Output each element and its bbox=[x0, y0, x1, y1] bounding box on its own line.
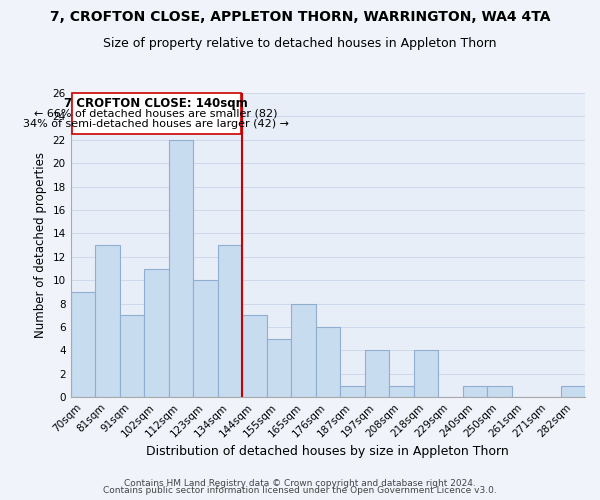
Text: 34% of semi-detached houses are larger (42) →: 34% of semi-detached houses are larger (… bbox=[23, 118, 289, 128]
Bar bbox=[365, 350, 389, 397]
Text: 7, CROFTON CLOSE, APPLETON THORN, WARRINGTON, WA4 4TA: 7, CROFTON CLOSE, APPLETON THORN, WARRIN… bbox=[50, 10, 550, 24]
Bar bbox=[560, 386, 585, 397]
Bar bbox=[340, 386, 365, 397]
Bar bbox=[242, 316, 266, 397]
Text: Contains HM Land Registry data © Crown copyright and database right 2024.: Contains HM Land Registry data © Crown c… bbox=[124, 478, 476, 488]
Bar bbox=[71, 292, 95, 397]
Bar bbox=[193, 280, 218, 397]
Text: ← 66% of detached houses are smaller (82): ← 66% of detached houses are smaller (82… bbox=[35, 108, 278, 118]
Text: Contains public sector information licensed under the Open Government Licence v3: Contains public sector information licen… bbox=[103, 486, 497, 495]
Bar bbox=[316, 327, 340, 397]
Text: 7 CROFTON CLOSE: 140sqm: 7 CROFTON CLOSE: 140sqm bbox=[64, 96, 248, 110]
X-axis label: Distribution of detached houses by size in Appleton Thorn: Distribution of detached houses by size … bbox=[146, 444, 509, 458]
Bar bbox=[95, 245, 119, 397]
Bar bbox=[144, 268, 169, 397]
Text: Size of property relative to detached houses in Appleton Thorn: Size of property relative to detached ho… bbox=[103, 38, 497, 51]
Bar bbox=[487, 386, 511, 397]
Bar bbox=[413, 350, 438, 397]
Bar bbox=[119, 316, 144, 397]
Bar bbox=[389, 386, 413, 397]
Bar bbox=[291, 304, 316, 397]
Bar bbox=[169, 140, 193, 397]
Bar bbox=[266, 338, 291, 397]
Bar bbox=[218, 245, 242, 397]
Bar bbox=[463, 386, 487, 397]
FancyBboxPatch shape bbox=[72, 93, 241, 134]
Y-axis label: Number of detached properties: Number of detached properties bbox=[34, 152, 47, 338]
